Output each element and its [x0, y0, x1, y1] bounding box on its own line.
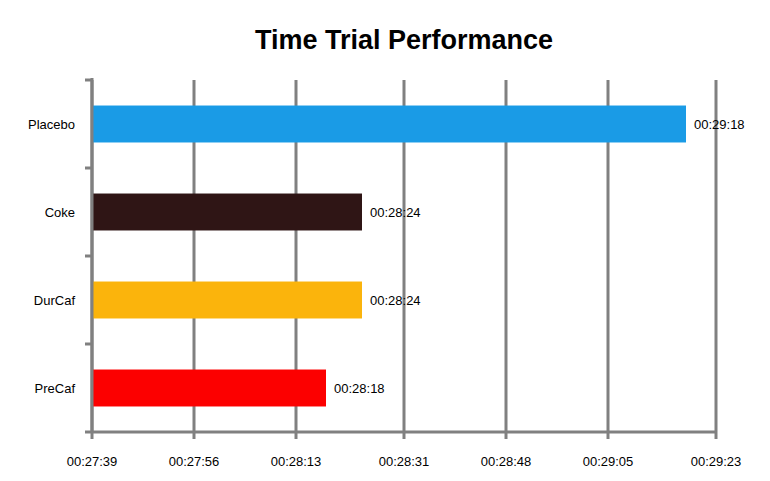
y-tick-label: DurCaf	[34, 293, 76, 308]
bar	[92, 370, 326, 407]
y-tick	[85, 167, 92, 170]
x-tick-label: 00:29:23	[691, 454, 742, 469]
bars	[92, 106, 686, 407]
x-tick-label: 00:28:48	[481, 454, 532, 469]
x-tick-label: 00:29:05	[583, 454, 634, 469]
data-label: 00:28:24	[370, 205, 421, 220]
y-tick	[85, 343, 92, 346]
chart: Time Trial Performance 00:27:39 00:27:56 00…	[0, 0, 770, 481]
bar	[92, 282, 362, 319]
y-tick	[85, 255, 92, 258]
data-label: 00:28:18	[334, 381, 385, 396]
data-label: 00:28:24	[370, 293, 421, 308]
y-tick-label: Coke	[45, 205, 75, 220]
x-axis	[91, 431, 717, 434]
data-label: 00:29:18	[694, 117, 745, 132]
grid	[92, 80, 716, 432]
y-tick	[85, 431, 92, 434]
grid-line	[715, 80, 718, 432]
y-tick-label: Placebo	[28, 117, 75, 132]
bar	[92, 194, 362, 231]
x-tick-label: 00:28:31	[379, 454, 430, 469]
y-tick	[85, 79, 92, 82]
x-tick-label: 00:27:56	[169, 454, 220, 469]
y-tick-label: PreCaf	[35, 381, 76, 396]
x-tick-label: 00:27:39	[67, 454, 118, 469]
x-tick-label: 00:28:13	[271, 454, 322, 469]
title: Time Trial Performance	[255, 25, 553, 55]
bar	[92, 106, 686, 143]
